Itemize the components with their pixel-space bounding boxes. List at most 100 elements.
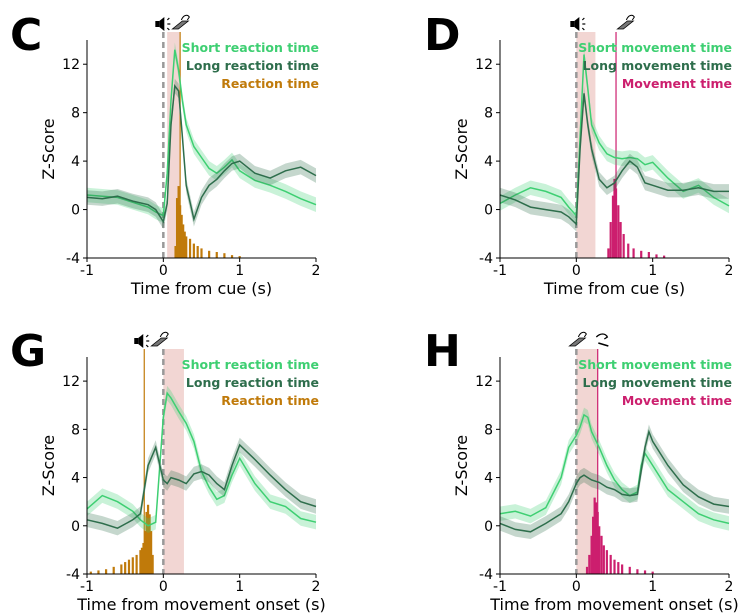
- panel-letter: D: [424, 10, 461, 61]
- y-tick-label: 8: [71, 422, 80, 438]
- y-tick-label: -4: [479, 567, 493, 583]
- x-tick-label: 2: [312, 263, 321, 279]
- legend-entry: Short movement time: [578, 357, 732, 372]
- sound-wave: [166, 27, 170, 31]
- x-tick-label: 2: [725, 579, 734, 595]
- histogram-bar: [145, 511, 148, 574]
- histogram-bar: [621, 564, 624, 574]
- panel-letter: G: [10, 326, 46, 377]
- histogram-bar: [196, 246, 199, 258]
- paw-outline: [595, 333, 609, 340]
- histogram-bar: [131, 557, 134, 574]
- y-tick-label: -4: [66, 251, 80, 267]
- y-tick-label: 4: [71, 154, 80, 170]
- histogram-bar: [636, 569, 639, 574]
- series-error-band: [500, 47, 729, 223]
- histogram-bar: [104, 569, 108, 574]
- x-axis-label: Time from cue (s): [130, 279, 272, 298]
- legend-entry: Reaction time: [221, 76, 319, 91]
- series-error-band: [500, 407, 729, 531]
- x-tick-label: 0: [572, 263, 581, 279]
- histogram-bar: [609, 554, 612, 574]
- histogram-bar: [120, 564, 123, 574]
- histogram-bar: [150, 531, 153, 574]
- series-line: [86, 49, 317, 217]
- y-tick-label: 12: [475, 57, 493, 73]
- series-line: [499, 429, 730, 533]
- series-error-band: [87, 437, 316, 536]
- histogram-bar: [609, 222, 612, 258]
- histogram-bar: [143, 531, 147, 574]
- panel-letter: H: [424, 326, 461, 377]
- series-error-band: [500, 86, 729, 232]
- y-tick-label: 4: [484, 154, 493, 170]
- sound-wave: [145, 344, 149, 348]
- lever-bar: [598, 342, 609, 347]
- histogram-bar: [97, 570, 100, 574]
- y-tick-label: 12: [62, 57, 80, 73]
- histogram-bar: [613, 178, 616, 258]
- lever-press-icon: [171, 14, 190, 30]
- legend-entry: Short reaction time: [182, 357, 319, 372]
- series-line: [499, 413, 730, 525]
- sound-wave: [581, 17, 585, 21]
- histogram-bar: [89, 571, 92, 574]
- legend-entry: Long movement time: [583, 375, 732, 390]
- histogram-bar: [632, 248, 635, 258]
- histogram-bar: [595, 502, 598, 574]
- speaker-icon: [570, 17, 586, 31]
- x-axis-label: Time from movement onset (s): [489, 595, 738, 614]
- histogram-bar: [590, 535, 593, 574]
- lever-press-icon: [150, 331, 169, 347]
- speaker-icon: [155, 17, 171, 31]
- histogram-bar: [175, 198, 179, 258]
- series-line: [499, 54, 730, 218]
- histogram-bar: [200, 248, 203, 258]
- histogram-bar: [112, 566, 115, 574]
- histogram-bar: [139, 550, 142, 574]
- legend-entry: Long reaction time: [186, 58, 319, 73]
- histogram-bar: [628, 566, 631, 574]
- y-tick-label: 12: [475, 374, 493, 390]
- event-window-shade: [163, 349, 184, 574]
- histogram-bar: [185, 236, 188, 258]
- histogram-bar: [182, 224, 185, 258]
- y-axis-label: Z-Score: [452, 435, 471, 496]
- x-tick-label: 0: [572, 579, 581, 595]
- series-error-band: [500, 424, 729, 539]
- y-tick-label: 4: [484, 471, 493, 487]
- x-tick-label: -1: [80, 263, 94, 279]
- histogram-bar: [613, 559, 616, 574]
- speaker-body: [155, 21, 160, 27]
- speaker-icon: [134, 334, 150, 348]
- histogram-bar: [223, 253, 226, 258]
- histogram-bar: [174, 246, 177, 258]
- histogram-bar: [600, 535, 603, 574]
- y-axis-label: Z-Score: [39, 118, 58, 179]
- histogram-bar: [611, 195, 615, 258]
- histogram-bar: [124, 562, 127, 574]
- x-tick-label: -1: [493, 263, 507, 279]
- panel-letter: C: [10, 10, 42, 61]
- y-tick-label: 8: [484, 106, 493, 122]
- histogram-bar: [238, 256, 241, 258]
- event-window-shade: [576, 32, 596, 258]
- histogram-bar: [617, 205, 620, 258]
- sound-wave: [145, 334, 149, 338]
- histogram-bar: [230, 255, 234, 258]
- histogram-bar: [140, 547, 144, 574]
- histogram-bar: [602, 545, 605, 574]
- y-tick-label: -4: [479, 251, 493, 267]
- x-tick-label: -1: [493, 579, 507, 595]
- histogram-bar: [135, 554, 138, 574]
- lever-plate: [150, 337, 169, 347]
- histogram-bar: [177, 186, 180, 258]
- legend-entry: Reaction time: [221, 393, 319, 408]
- speaker-body: [134, 338, 139, 344]
- histogram-bar: [208, 250, 211, 258]
- x-axis-label: Time from cue (s): [543, 279, 685, 298]
